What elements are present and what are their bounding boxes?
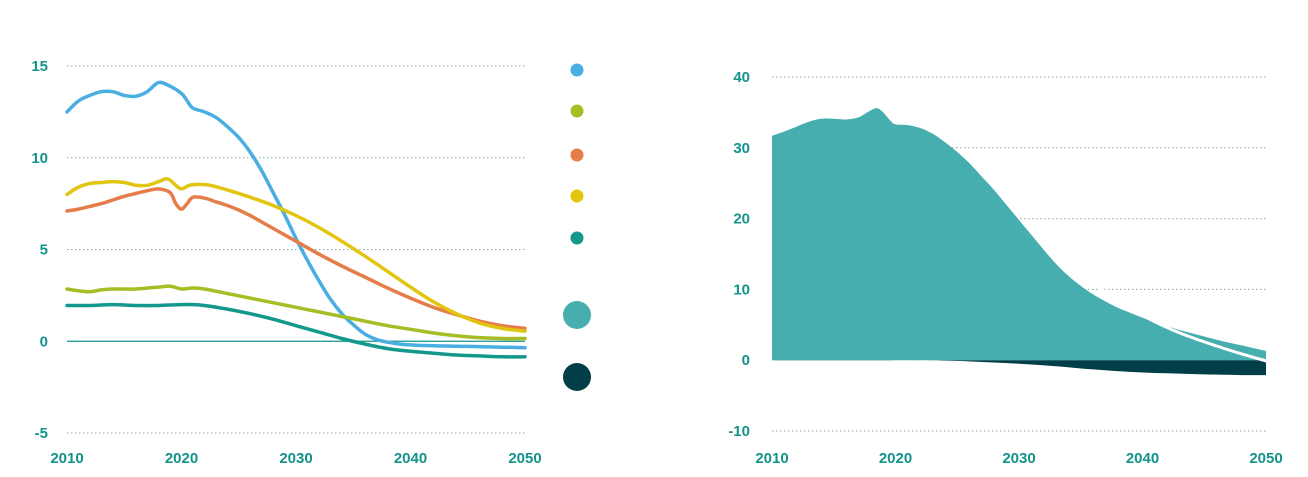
y-tick-label: 0 — [742, 352, 750, 369]
y-tick-label: 10 — [733, 281, 750, 298]
x-tick-label: 2050 — [1249, 450, 1282, 467]
legend-marker — [570, 189, 584, 203]
series-line — [65, 284, 527, 341]
legend-marker — [570, 104, 584, 118]
positive-area — [772, 108, 1266, 361]
x-tick-label: 2030 — [1002, 450, 1035, 467]
legend-marker — [563, 301, 591, 329]
legend-marker — [570, 148, 584, 162]
x-tick-label: 2030 — [279, 450, 312, 467]
y-tick-label: 20 — [733, 211, 750, 228]
y-tick-label: 30 — [733, 140, 750, 157]
legend-marker — [563, 363, 591, 391]
y-tick-label: 0 — [40, 333, 48, 350]
series-line — [65, 187, 527, 331]
y-tick-label: 40 — [733, 69, 750, 86]
y-tick-label: -10 — [728, 423, 750, 440]
series-line — [65, 177, 527, 333]
y-tick-label: 15 — [31, 58, 48, 75]
series-line — [65, 302, 527, 359]
series-line — [65, 80, 527, 350]
x-tick-label: 2010 — [755, 450, 788, 467]
y-tick-label: 5 — [40, 242, 48, 259]
y-tick-label: 10 — [31, 150, 48, 167]
negative-area — [772, 360, 1266, 376]
line-chart: -5 0 5 10 15 2010 2020 2030 2040 2050 — [31, 58, 591, 467]
net-line — [1044, 237, 1268, 363]
x-tick-label: 2020 — [879, 450, 912, 467]
x-tick-label: 2040 — [394, 450, 427, 467]
legend-marker — [570, 63, 584, 77]
x-tick-label: 2010 — [50, 450, 83, 467]
x-tick-label: 2040 — [1126, 450, 1159, 467]
x-tick-label: 2020 — [165, 450, 198, 467]
x-tick-label: 2050 — [508, 450, 541, 467]
legend-marker — [570, 231, 584, 245]
y-tick-label: -5 — [35, 425, 48, 442]
